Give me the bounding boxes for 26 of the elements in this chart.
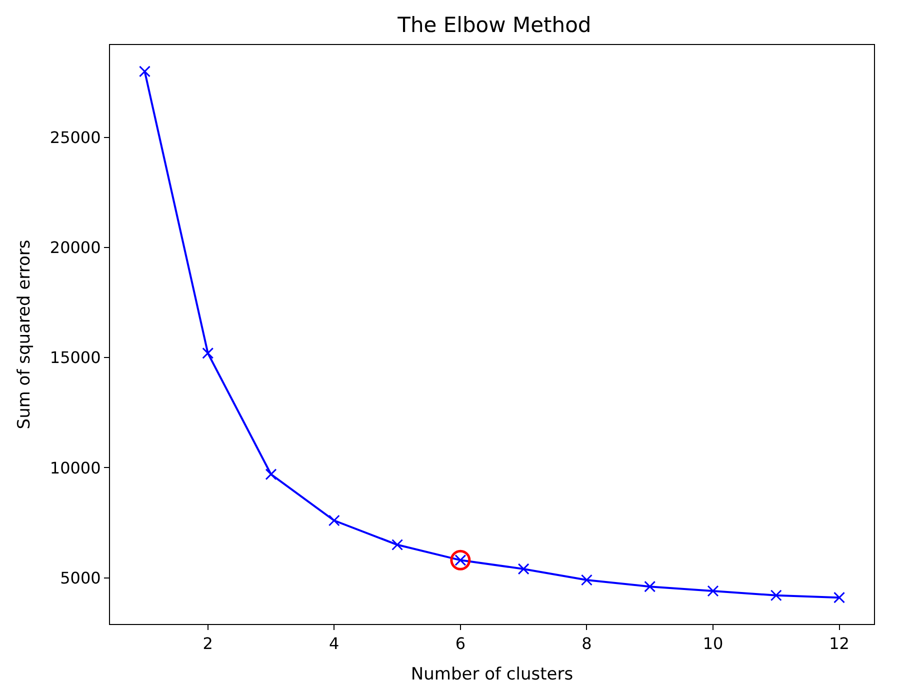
point [202,347,214,359]
point [138,66,150,78]
y-tick-label: 5000 [60,568,101,588]
x-tick-label: 2 [202,634,213,654]
point [265,468,277,480]
y-tick-label: 20000 [50,238,101,258]
y-tick-label: 25000 [50,128,101,148]
chart-title: The Elbow Method [396,13,592,37]
x-tick-label: 8 [582,634,592,654]
y-axis-title: Sum of squared errors [14,240,34,430]
point [392,539,404,550]
x-tick-label: 10 [702,634,724,654]
point [644,580,656,592]
y-tick-label: 10000 [50,458,101,478]
point [450,550,471,570]
x-tick-label: 12 [829,634,850,654]
point [707,585,719,597]
point [834,592,846,604]
x-tick-label: 6 [455,634,466,654]
x-tick-label: 4 [329,634,340,654]
point [518,563,530,575]
y-tick-label: 15000 [50,348,101,368]
x-axis-title: Number of clusters [410,664,574,685]
point [580,574,592,586]
point [770,590,782,602]
point [328,514,340,526]
